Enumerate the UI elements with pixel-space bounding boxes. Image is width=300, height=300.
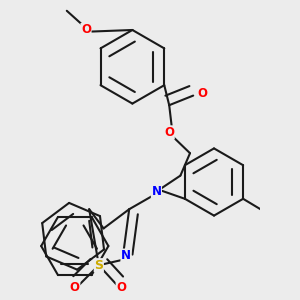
Text: O: O — [116, 281, 126, 294]
Text: O: O — [81, 23, 91, 37]
Text: N: N — [121, 249, 131, 262]
Text: N: N — [152, 185, 161, 198]
Text: O: O — [70, 281, 80, 294]
Text: O: O — [198, 88, 208, 100]
Text: S: S — [94, 259, 103, 272]
Text: O: O — [164, 126, 174, 139]
